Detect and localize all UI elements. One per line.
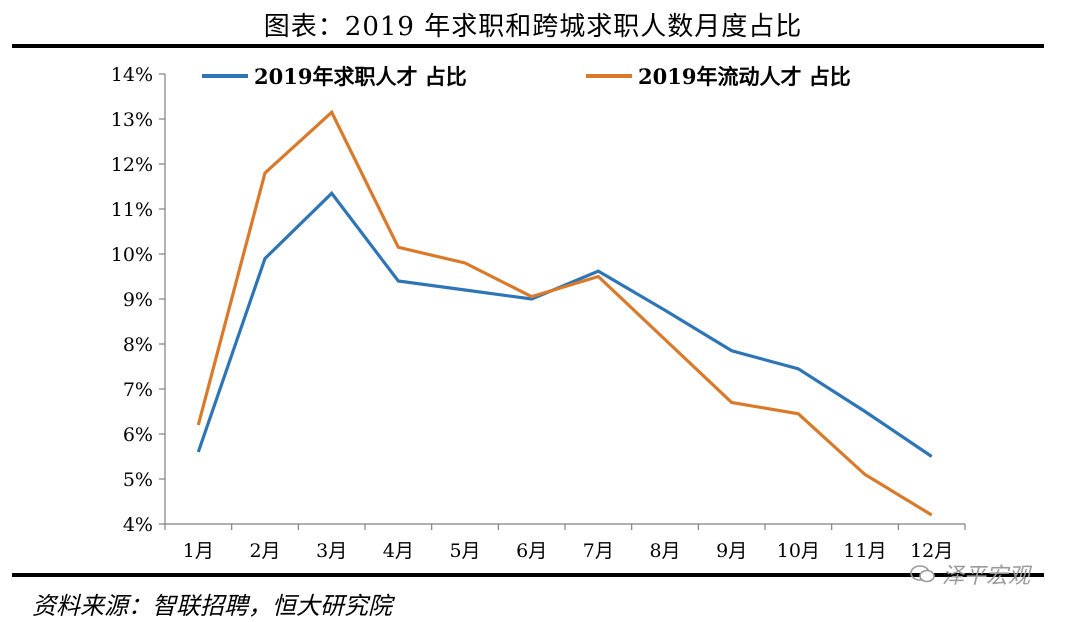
y-tick-label: 10% — [111, 244, 153, 266]
x-tick-label: 5月 — [449, 540, 480, 562]
y-tick-label: 13% — [111, 109, 153, 131]
series-line-2 — [196, 109, 933, 517]
x-tick-label: 4月 — [383, 540, 414, 562]
bottom-rule — [12, 573, 1044, 577]
y-tick-label: 5% — [123, 469, 153, 491]
legend-label-1: 2019年求职人才 占比 — [254, 64, 467, 89]
top-rule — [12, 44, 1044, 48]
y-tick-label: 9% — [123, 289, 153, 311]
x-tick-label: 6月 — [516, 540, 547, 562]
x-tick-label: 9月 — [716, 540, 747, 562]
x-tick-label: 11月 — [843, 540, 886, 562]
x-tick-label: 10月 — [777, 540, 820, 562]
x-tick-label: 1月 — [183, 540, 214, 562]
y-tick-label: 12% — [111, 154, 153, 176]
watermark-text: 泽平宏观 — [941, 564, 1030, 589]
legend-label-2: 2019年流动人才 占比 — [638, 64, 851, 89]
series-line-1 — [196, 190, 933, 458]
y-tick-label: 8% — [123, 334, 153, 356]
x-tick-label: 8月 — [649, 540, 680, 562]
x-tick-label: 7月 — [583, 540, 614, 562]
x-tick-label: 12月 — [910, 540, 953, 562]
y-tick-label: 11% — [111, 199, 153, 221]
y-tick-label: 4% — [123, 514, 153, 536]
y-tick-label: 7% — [123, 379, 153, 401]
source-note: 资料来源：智联招聘，恒大研究院 — [32, 592, 392, 620]
wechat-icon — [910, 565, 935, 583]
x-tick-label: 3月 — [316, 540, 347, 562]
y-tick-label: 14% — [111, 64, 153, 86]
chart-title: 图表：2019 年求职和跨城求职人数月度占比 — [263, 12, 803, 42]
y-tick-label: 6% — [123, 424, 153, 446]
watermark: 泽平宏观 — [910, 558, 1030, 590]
x-tick-label: 2月 — [249, 540, 280, 562]
